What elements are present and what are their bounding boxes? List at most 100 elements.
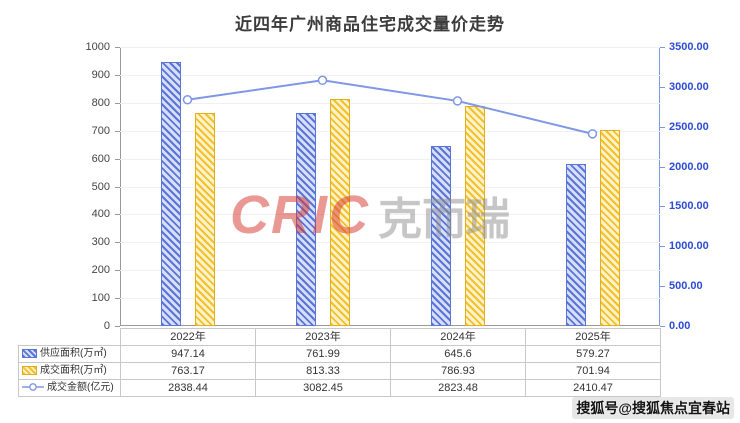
right-axis-tick bbox=[660, 166, 665, 168]
sohu-watermark: 搜狐号@搜狐焦点宜春站 bbox=[572, 397, 734, 419]
legend-label: 成交面积(万㎡) bbox=[40, 365, 107, 376]
table-value-cell: 761.99 bbox=[255, 345, 391, 363]
legend-cell: 成交面积(万㎡) bbox=[18, 362, 121, 380]
legend-line-swatch bbox=[22, 383, 44, 392]
table-year-header: 2025年 bbox=[525, 328, 661, 346]
left-axis-tick bbox=[115, 270, 120, 272]
gridline bbox=[120, 47, 660, 48]
right-axis-tick-label: 2500.00 bbox=[669, 120, 709, 133]
table-row: 成交面积(万㎡) 763.17 813.33 786.93 701.94 bbox=[18, 362, 661, 380]
left-axis-tick bbox=[115, 242, 120, 244]
bar-deal-area bbox=[194, 113, 215, 326]
gridline bbox=[120, 214, 660, 216]
legend-bar-swatch bbox=[22, 348, 37, 358]
legend-label: 供应面积(万㎡) bbox=[40, 348, 107, 359]
left-axis-tick-label: 900 bbox=[91, 68, 110, 81]
gridline bbox=[120, 186, 660, 188]
bar-deal-area bbox=[464, 106, 485, 326]
table-value-cell: 3082.45 bbox=[255, 379, 391, 397]
right-axis-tick bbox=[660, 246, 665, 248]
left-axis-tick-label: 500 bbox=[91, 180, 110, 193]
left-axis-tick-label: 400 bbox=[91, 208, 110, 221]
left-axis-tick bbox=[115, 74, 120, 76]
bar-supply-area bbox=[430, 145, 451, 326]
table-year-header: 2024年 bbox=[390, 328, 526, 346]
x-axis-line bbox=[120, 325, 660, 326]
table-value-cell: 786.93 bbox=[390, 362, 526, 380]
table-value-cell: 813.33 bbox=[255, 362, 391, 380]
table-value-cell: 2823.48 bbox=[390, 379, 526, 397]
legend-bar-swatch bbox=[22, 365, 37, 375]
right-axis-tick bbox=[660, 86, 665, 88]
left-axis-tick-label: 700 bbox=[91, 124, 110, 137]
cric-logo-text: CRIC bbox=[230, 185, 370, 245]
gridline bbox=[120, 298, 660, 300]
table-year-header: 2023年 bbox=[255, 328, 391, 346]
bar-supply-area bbox=[565, 164, 586, 326]
right-axis-tick-label: 1500.00 bbox=[669, 200, 709, 213]
legend-cell: 供应面积(万㎡) bbox=[18, 345, 121, 363]
table-value-cell: 645.6 bbox=[390, 345, 526, 363]
line-marker bbox=[317, 75, 328, 86]
chart-title: 近四年广州商品住宅成交量价走势 bbox=[235, 15, 505, 34]
left-axis-tick bbox=[115, 102, 120, 104]
gridline bbox=[120, 130, 660, 132]
gridline bbox=[120, 270, 660, 272]
left-axis-tick bbox=[115, 214, 120, 216]
gridline bbox=[120, 102, 660, 104]
table-value-cell: 579.27 bbox=[525, 345, 661, 363]
cric-logo-cjk-text: 克而瑞 bbox=[378, 195, 510, 244]
left-axis-tick bbox=[115, 130, 120, 132]
left-axis-tick-label: 600 bbox=[91, 152, 110, 165]
table-corner-blank bbox=[19, 329, 121, 346]
right-axis-tick-label: 500.00 bbox=[669, 280, 703, 293]
left-axis-tick-label: 0 bbox=[103, 320, 110, 332]
bar-supply-area bbox=[295, 113, 316, 326]
right-axis-tick bbox=[660, 206, 665, 208]
plot-area: 0 100 200 300 400 500 600 700 800 900 1000 0.00 500.… bbox=[86, 41, 709, 332]
table-value-cell: 947.14 bbox=[120, 345, 256, 363]
left-axis-tick bbox=[115, 186, 120, 188]
right-axis-tick bbox=[660, 326, 665, 327]
gridline bbox=[120, 158, 660, 160]
right-axis-tick-label: 3500.00 bbox=[669, 41, 709, 53]
right-axis-tick bbox=[660, 286, 665, 288]
left-axis-tick bbox=[115, 158, 120, 160]
legend-label: 成交金额(亿元) bbox=[47, 382, 114, 393]
table-value-cell: 763.17 bbox=[120, 362, 256, 380]
right-axis-tick-label: 2000.00 bbox=[669, 160, 709, 173]
left-axis-tick bbox=[115, 47, 120, 48]
table-year-header: 2022年 bbox=[120, 328, 256, 346]
right-axis-tick bbox=[660, 47, 665, 48]
left-axis-tick-label: 200 bbox=[91, 264, 110, 277]
right-axis-tick bbox=[660, 126, 665, 128]
table-row: 供应面积(万㎡) 947.14 761.99 645.6 579.27 bbox=[18, 345, 661, 363]
deal-amount-line-series bbox=[182, 75, 598, 139]
bar-deal-area bbox=[329, 99, 350, 326]
gridline bbox=[120, 74, 660, 76]
left-axis-tick-label: 300 bbox=[91, 236, 110, 249]
left-axis-tick bbox=[115, 326, 120, 327]
line-marker bbox=[452, 96, 463, 106]
bar-deal-area bbox=[599, 130, 620, 326]
left-axis-tick-label: 100 bbox=[91, 292, 110, 305]
line-marker bbox=[182, 94, 193, 105]
right-axis-tick-label: 3000.00 bbox=[669, 80, 709, 93]
line-path bbox=[187, 79, 593, 135]
right-axis-tick-label: 0.00 bbox=[669, 320, 691, 332]
table-value-cell: 701.94 bbox=[525, 362, 661, 380]
table-value-cell: 2838.44 bbox=[120, 379, 256, 397]
bar-supply-area bbox=[160, 61, 181, 326]
left-axis-tick-label: 800 bbox=[91, 96, 110, 109]
cric-watermark: CRIC 克而瑞 bbox=[230, 183, 510, 247]
line-marker bbox=[587, 129, 598, 139]
left-axis-tick bbox=[115, 298, 120, 300]
legend-cell: 成交金额(亿元) bbox=[18, 379, 121, 397]
data-table: 2022年 2023年 2024年 2025年供应面积(万㎡) 947.14 761.99… bbox=[18, 328, 661, 397]
table-value-cell: 2410.47 bbox=[525, 379, 661, 397]
table-row: 成交金额(亿元) 2838.44 3082.45 2823.48 2410.47 bbox=[18, 379, 661, 397]
left-axis-tick-label: 1000 bbox=[85, 41, 110, 53]
gridline bbox=[120, 242, 660, 244]
right-axis-tick-label: 1000.00 bbox=[669, 240, 709, 253]
